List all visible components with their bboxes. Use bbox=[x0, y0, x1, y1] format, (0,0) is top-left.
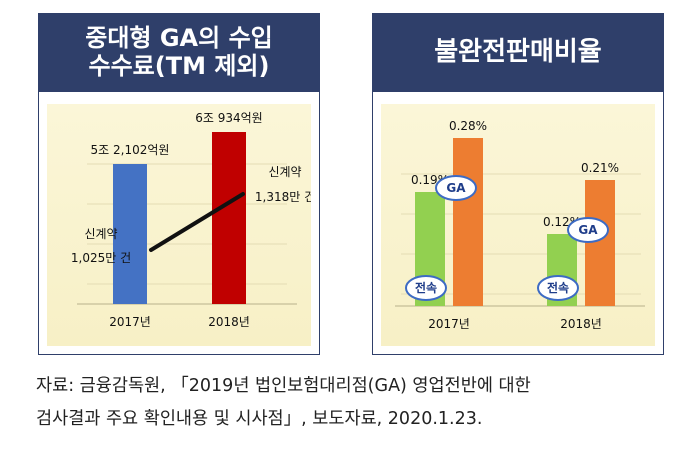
series-badge bbox=[405, 275, 447, 301]
source-caption: 자료: 금융감독원, 「2019년 법인보험대리점(GA) 영업전반에 대한 검… bbox=[36, 370, 666, 436]
ratio-bar-ga bbox=[585, 180, 615, 306]
revenue-chart-title-line-2: 수수료(TM 제외) bbox=[88, 52, 270, 80]
series-badge-label: 전속 bbox=[415, 280, 437, 295]
series-badge bbox=[567, 217, 609, 243]
series-badge-label: GA bbox=[446, 181, 466, 195]
bar-value-label: 5조 2,102억원 bbox=[91, 143, 170, 157]
revenue-chart-title-line-1: 중대형 GA의 수입 bbox=[85, 24, 273, 53]
source-caption-line-2: 검사결과 주요 확인내용 및 시사점」, 보도자료, 2020.1.23. bbox=[36, 409, 483, 429]
series-badge bbox=[537, 275, 579, 301]
revenue-chart-panel: 중대형 GA의 수입 수수료(TM 제외) 5조 2,102억원 2017년 6조 … bbox=[38, 13, 320, 355]
source-caption-line-1: 자료: 금융감독원, 「2019년 법인보험대리점(GA) 영업전반에 대한 bbox=[36, 376, 531, 396]
contracts-line bbox=[149, 192, 245, 252]
x-tick-label: 2018년 bbox=[560, 317, 602, 331]
series-badge-label: 전속 bbox=[547, 280, 569, 295]
bar-value-label: 6조 934억원 bbox=[195, 111, 262, 125]
revenue-chart-svg: 5조 2,102억원 2017년 6조 934억원 2018년 신계약 1,025만 건 신… bbox=[71, 111, 311, 329]
line-label-top: 신계약 bbox=[268, 164, 301, 179]
revenue-chart-plot-area: 5조 2,102억원 2017년 6조 934억원 2018년 신계약 1,025만 건 신… bbox=[47, 104, 311, 346]
line-label-top: 신계약 bbox=[84, 226, 117, 241]
series-badge-label: GA bbox=[578, 223, 598, 237]
line-label-value: 1,318만 건 bbox=[255, 190, 311, 204]
revenue-bar bbox=[113, 164, 147, 304]
series-badge bbox=[435, 175, 477, 201]
bar-value-label: 0.28% bbox=[449, 119, 487, 133]
revenue-chart-title: 중대형 GA의 수입 수수료(TM 제외) bbox=[39, 14, 319, 92]
misselling-ratio-chart-panel: 불완전판매비율 0.19% 전속 0.28% GA 2017년 0.12% 전속 0.21% G… bbox=[372, 13, 664, 355]
revenue-bar bbox=[212, 132, 246, 304]
ratio-bar-ga bbox=[453, 138, 483, 306]
bar-value-label: 0.21% bbox=[581, 161, 619, 175]
x-tick-label: 2018년 bbox=[208, 315, 250, 329]
x-tick-label: 2017년 bbox=[428, 317, 470, 331]
misselling-ratio-chart-title: 불완전판매비율 bbox=[373, 14, 663, 92]
misselling-ratio-plot-area: 0.19% 전속 0.28% GA 2017년 0.12% 전속 0.21% GA 2018년 bbox=[381, 104, 655, 346]
x-tick-label: 2017년 bbox=[109, 315, 151, 329]
line-label-value: 1,025만 건 bbox=[71, 251, 131, 265]
